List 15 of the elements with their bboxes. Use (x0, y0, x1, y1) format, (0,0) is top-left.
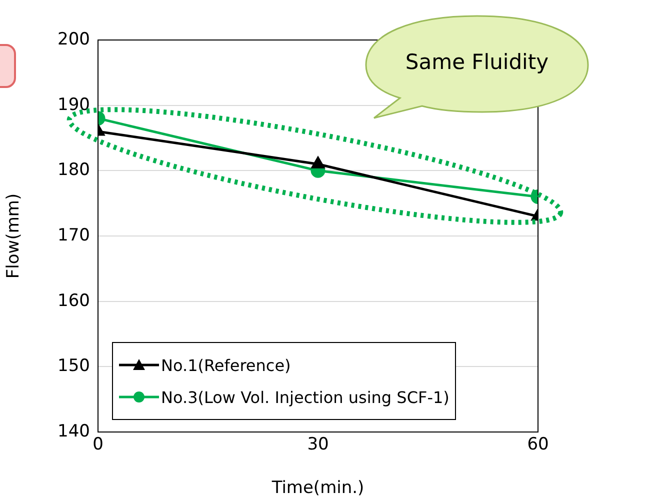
y-tick-label: 150 (58, 356, 90, 376)
y-tick-label: 200 (58, 29, 90, 50)
y-tick-label: 140 (58, 421, 90, 442)
legend-label: No.1(Reference) (161, 356, 291, 374)
x-tick-label: 30 (307, 434, 329, 455)
x-axis-title: Time(min.) (270, 478, 364, 498)
legend-label: No.3(Low Vol. Injection using SCF-1) (161, 388, 450, 406)
x-tick-label: 60 (527, 434, 549, 455)
y-tick-label: 190 (58, 94, 90, 115)
y-tick-label: 160 (58, 290, 90, 311)
x-tick-label: 0 (92, 434, 104, 455)
y-tick-label: 170 (58, 225, 90, 246)
y-tick-label: 180 (58, 160, 90, 180)
annotation: Same Fluidity (404, 50, 550, 74)
y-axis-title: Flow(mm) (4, 193, 24, 279)
